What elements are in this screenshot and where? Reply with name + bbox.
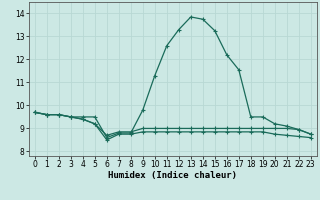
X-axis label: Humidex (Indice chaleur): Humidex (Indice chaleur) bbox=[108, 171, 237, 180]
